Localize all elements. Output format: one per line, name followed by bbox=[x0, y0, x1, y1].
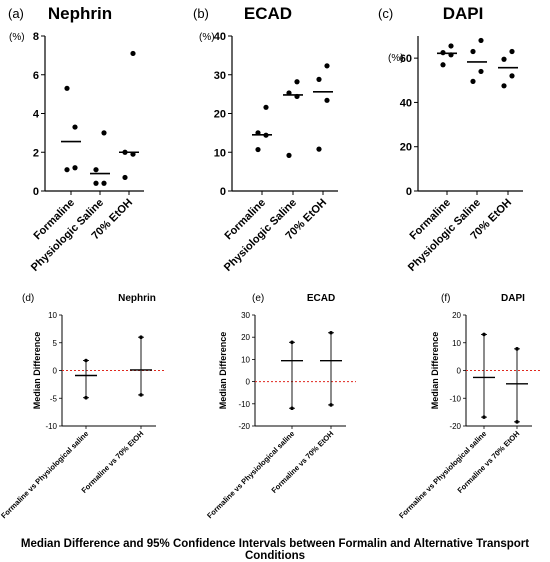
ci-upper-point bbox=[84, 358, 88, 363]
y-tick-label: 60 bbox=[400, 53, 412, 65]
y-tick-label: 0 bbox=[246, 378, 251, 387]
data-point bbox=[324, 63, 330, 69]
data-point bbox=[478, 68, 484, 75]
data-point bbox=[130, 50, 136, 57]
y-tick-label: 0 bbox=[406, 186, 412, 198]
data-point bbox=[255, 146, 261, 153]
y-tick-label: 40 bbox=[214, 31, 226, 43]
panel-title: DAPI bbox=[443, 4, 484, 23]
x-tick-label: Formaline vs 70% EtOH bbox=[456, 429, 522, 495]
ci-upper-point bbox=[139, 335, 143, 340]
data-point bbox=[448, 43, 454, 49]
y-tick-label: 30 bbox=[241, 311, 250, 320]
data-point bbox=[509, 48, 515, 55]
data-point bbox=[72, 165, 78, 171]
y-tick-label: 0 bbox=[53, 367, 58, 376]
data-point bbox=[101, 180, 107, 186]
y-unit-label: (%) bbox=[199, 32, 215, 43]
ci-upper-point bbox=[515, 347, 519, 351]
panel-label: (e) bbox=[252, 293, 264, 304]
ci-lower-point bbox=[139, 393, 143, 397]
panel-title: ECAD bbox=[244, 4, 292, 23]
ci-upper-point bbox=[290, 340, 294, 345]
data-point bbox=[470, 48, 476, 55]
y-tick-label: -10 bbox=[238, 400, 250, 409]
data-point bbox=[316, 146, 322, 152]
ci-lower-point bbox=[329, 403, 333, 407]
ci-lower-point bbox=[84, 395, 88, 400]
data-point bbox=[509, 73, 515, 79]
y-tick-label: 0 bbox=[33, 186, 39, 198]
x-tick-label: Formaline vs 70% EtOH bbox=[80, 429, 146, 495]
y-tick-label: 5 bbox=[53, 339, 58, 348]
data-point bbox=[64, 167, 70, 173]
data-point bbox=[93, 180, 99, 186]
y-tick-label: -10 bbox=[45, 422, 57, 431]
data-point bbox=[122, 174, 128, 181]
y-tick-label: 30 bbox=[214, 70, 226, 82]
y-tick-label: 10 bbox=[452, 339, 461, 348]
data-point bbox=[263, 104, 269, 110]
data-point bbox=[93, 167, 99, 173]
y-tick-label: 0 bbox=[220, 186, 226, 198]
panel-title: Nephrin bbox=[118, 293, 156, 304]
y-unit-label: (%) bbox=[9, 32, 25, 43]
panel-title: DAPI bbox=[501, 293, 525, 304]
data-point bbox=[294, 79, 300, 85]
y-tick-label: 20 bbox=[214, 109, 226, 121]
panel-label: (d) bbox=[22, 293, 34, 304]
data-point bbox=[101, 130, 107, 136]
data-point bbox=[324, 97, 330, 103]
data-point bbox=[501, 83, 507, 89]
y-tick-label: 20 bbox=[241, 333, 250, 342]
panel-title: ECAD bbox=[307, 293, 335, 304]
y-unit-label: (%) bbox=[388, 53, 404, 64]
panel-title: Nephrin bbox=[48, 4, 112, 23]
y-tick-label: -20 bbox=[238, 422, 250, 431]
y-axis-label: Median Difference bbox=[430, 332, 440, 410]
y-tick-label: 2 bbox=[33, 147, 39, 159]
y-tick-label: -10 bbox=[449, 394, 461, 403]
ci-lower-point bbox=[482, 415, 486, 419]
ci-upper-point bbox=[329, 330, 333, 335]
data-point bbox=[478, 37, 484, 44]
panel-label: (b) bbox=[193, 6, 209, 21]
panel-label: (f) bbox=[441, 293, 450, 304]
ci-lower-point bbox=[515, 420, 519, 424]
y-tick-label: 10 bbox=[214, 147, 226, 159]
ci-upper-point bbox=[482, 332, 486, 337]
y-tick-label: 4 bbox=[33, 109, 40, 121]
y-tick-label: 10 bbox=[241, 355, 250, 364]
y-tick-label: 8 bbox=[33, 31, 39, 43]
panel-label: (a) bbox=[8, 6, 24, 21]
data-point bbox=[316, 76, 322, 82]
data-point bbox=[470, 78, 476, 84]
y-tick-label: 10 bbox=[48, 311, 57, 320]
x-tick-label: Formaline vs Physiological saline bbox=[0, 429, 90, 520]
ci-lower-point bbox=[290, 406, 294, 411]
figure-caption: Median Difference and 95% Confidence Int… bbox=[20, 538, 530, 562]
data-point bbox=[440, 62, 446, 68]
y-tick-label: 20 bbox=[452, 311, 461, 320]
y-tick-label: -20 bbox=[449, 422, 461, 431]
y-tick-label: 20 bbox=[400, 142, 412, 154]
data-point bbox=[72, 124, 78, 130]
y-axis-label: Median Difference bbox=[32, 332, 42, 410]
data-point bbox=[64, 85, 70, 91]
y-tick-label: 0 bbox=[457, 367, 462, 376]
y-tick-label: 6 bbox=[33, 70, 39, 82]
panel-label: (c) bbox=[378, 6, 393, 21]
y-tick-label: -5 bbox=[50, 394, 58, 403]
data-point bbox=[501, 56, 507, 62]
y-tick-label: 40 bbox=[400, 97, 412, 109]
y-axis-label: Median Difference bbox=[218, 332, 228, 410]
data-point bbox=[286, 152, 292, 158]
